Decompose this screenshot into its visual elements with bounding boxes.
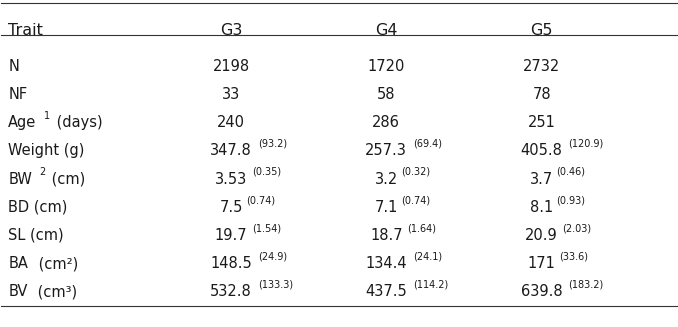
Text: 437.5: 437.5: [365, 284, 407, 300]
Text: 1720: 1720: [367, 59, 405, 74]
Text: BA: BA: [8, 256, 28, 271]
Text: (cm): (cm): [47, 172, 85, 187]
Text: (24.1): (24.1): [413, 251, 442, 262]
Text: BD (cm): BD (cm): [8, 200, 68, 215]
Text: 1: 1: [45, 111, 51, 121]
Text: (133.3): (133.3): [258, 280, 293, 290]
Text: (cm³): (cm³): [33, 284, 77, 300]
Text: 347.8: 347.8: [210, 143, 252, 158]
Text: (cm²): (cm²): [34, 256, 78, 271]
Text: 2732: 2732: [523, 59, 560, 74]
Text: NF: NF: [8, 87, 27, 102]
Text: 58: 58: [377, 87, 395, 102]
Text: (days): (days): [52, 115, 103, 130]
Text: G5: G5: [530, 23, 553, 38]
Text: G3: G3: [220, 23, 242, 38]
Text: 18.7: 18.7: [370, 228, 403, 243]
Text: 19.7: 19.7: [215, 228, 247, 243]
Text: (1.54): (1.54): [252, 223, 281, 233]
Text: (0.74): (0.74): [401, 195, 431, 205]
Text: 257.3: 257.3: [365, 143, 407, 158]
Text: 148.5: 148.5: [210, 256, 252, 271]
Text: 2: 2: [39, 167, 45, 177]
Text: Age: Age: [8, 115, 37, 130]
Text: 3.2: 3.2: [375, 172, 398, 187]
Text: BW: BW: [8, 172, 32, 187]
Text: SL (cm): SL (cm): [8, 228, 64, 243]
Text: 78: 78: [532, 87, 551, 102]
Text: N: N: [8, 59, 19, 74]
Text: 20.9: 20.9: [525, 228, 558, 243]
Text: 33: 33: [222, 87, 240, 102]
Text: 7.1: 7.1: [374, 200, 398, 215]
Text: 171: 171: [527, 256, 555, 271]
Text: G4: G4: [375, 23, 397, 38]
Text: (0.93): (0.93): [557, 195, 586, 205]
Text: 251: 251: [527, 115, 555, 130]
Text: (120.9): (120.9): [568, 139, 603, 149]
Text: 3.53: 3.53: [215, 172, 247, 187]
Text: 134.4: 134.4: [365, 256, 407, 271]
Text: (183.2): (183.2): [568, 280, 603, 290]
Text: 240: 240: [217, 115, 245, 130]
Text: 2198: 2198: [212, 59, 250, 74]
Text: 639.8: 639.8: [521, 284, 562, 300]
Text: (114.2): (114.2): [413, 280, 448, 290]
Text: Weight (g): Weight (g): [8, 143, 85, 158]
Text: (0.32): (0.32): [401, 167, 431, 177]
Text: (24.9): (24.9): [258, 251, 287, 262]
Text: (33.6): (33.6): [559, 251, 589, 262]
Text: (0.35): (0.35): [252, 167, 281, 177]
Text: (2.03): (2.03): [563, 223, 592, 233]
Text: 7.5: 7.5: [219, 200, 243, 215]
Text: 405.8: 405.8: [521, 143, 563, 158]
Text: 532.8: 532.8: [210, 284, 252, 300]
Text: (69.4): (69.4): [413, 139, 442, 149]
Text: (0.74): (0.74): [246, 195, 275, 205]
Text: (93.2): (93.2): [258, 139, 287, 149]
Text: 286: 286: [372, 115, 400, 130]
Text: 8.1: 8.1: [530, 200, 553, 215]
Text: 3.7: 3.7: [530, 172, 553, 187]
Text: Trait: Trait: [8, 23, 43, 38]
Text: (1.64): (1.64): [407, 223, 436, 233]
Text: BV: BV: [8, 284, 28, 300]
Text: (0.46): (0.46): [557, 167, 586, 177]
